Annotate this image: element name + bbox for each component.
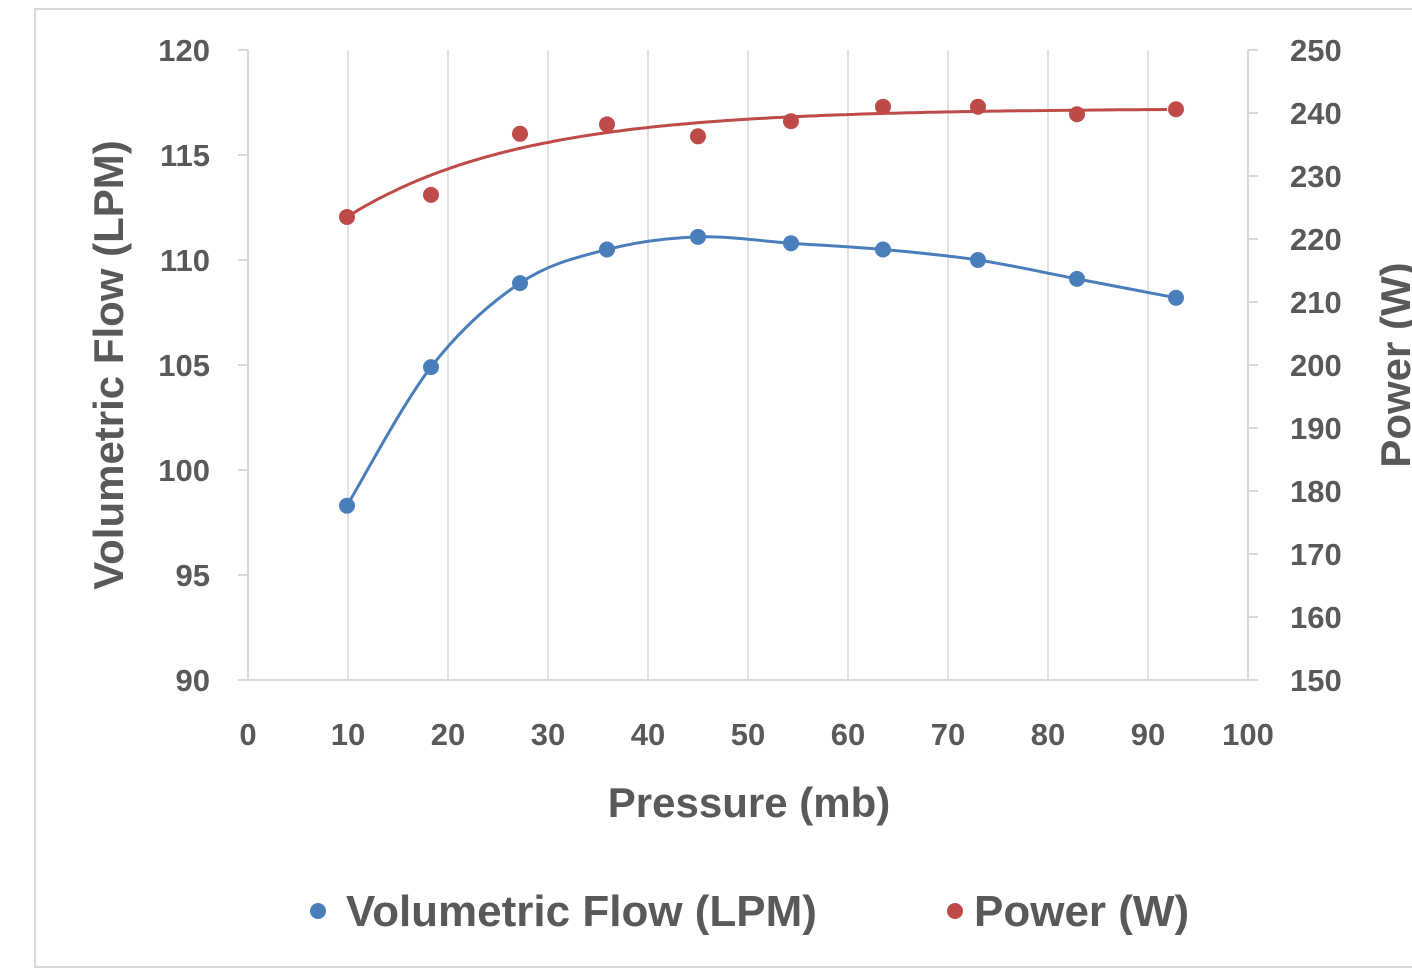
data-point-volumetric-flow-9 [1168,289,1184,306]
right-y-tick-label-180: 180 [1290,474,1342,509]
right-y-tick-label-190: 190 [1290,411,1342,446]
x-tick-label-70: 70 [931,717,965,752]
legend-marker-power [947,903,963,919]
right-y-tick-label-250: 250 [1290,33,1342,68]
left-y-tick-label-105: 105 [158,348,210,383]
x-tick-label-40: 40 [631,717,665,752]
right-y-tick-label-200: 200 [1290,348,1342,383]
data-point-power-4 [690,128,706,145]
x-axis-ticks: 0 10 20 30 40 50 60 70 80 90 100 [239,717,1273,752]
data-point-power-1 [423,186,439,203]
right-y-axis-title: Power (W) [1372,262,1412,467]
x-axis-title: Pressure (mb) [608,779,890,826]
left-y-tick-label-100: 100 [158,453,210,488]
left-y-tick-label-115: 115 [160,138,210,173]
right-y-tick-label-210: 210 [1290,285,1342,320]
data-point-power-7 [970,98,986,115]
data-point-power-8 [1069,106,1085,123]
x-tick-label-50: 50 [731,717,765,752]
data-point-power-0 [339,208,355,225]
x-tick-label-100: 100 [1222,717,1274,752]
left-y-tick-label-95: 95 [176,558,210,593]
data-point-volumetric-flow-0 [339,497,355,514]
data-point-power-3 [599,116,615,133]
data-point-power-2 [512,125,528,142]
data-point-power-6 [875,98,891,115]
x-tick-label-90: 90 [1131,717,1165,752]
right-y-axis-ticks: 150 160 170 180 190 200 210 220 230 240 250 [1248,33,1342,698]
left-y-axis-title: Volumetric Flow (LPM) [85,140,132,590]
left-y-tick-label-110: 110 [160,243,210,278]
x-tick-label-0: 0 [239,717,256,752]
data-point-volumetric-flow-7 [970,252,986,268]
data-points [339,98,1184,514]
data-point-volumetric-flow-1 [423,359,439,376]
x-tick-label-80: 80 [1031,717,1065,752]
data-point-volumetric-flow-6 [875,241,891,258]
data-point-volumetric-flow-4 [690,228,706,245]
left-y-tick-label-120: 120 [158,33,210,68]
x-tick-label-30: 30 [531,717,565,752]
legend-label-volumetric-flow: Volumetric Flow (LPM) [346,887,817,936]
trendline-volumetric-flow [345,235,1177,507]
legend-label-power: Power (W) [974,887,1189,936]
data-point-volumetric-flow-2 [512,275,528,292]
right-y-tick-label-150: 150 [1290,663,1342,698]
data-point-volumetric-flow-3 [599,241,615,258]
right-y-tick-label-170: 170 [1290,537,1342,572]
data-point-power-9 [1168,101,1184,118]
gridlines [347,50,1149,680]
x-tick-label-10: 10 [331,717,365,752]
chart-frame [34,8,1412,968]
left-y-tick-label-90: 90 [176,663,210,698]
x-tick-label-60: 60 [831,717,865,752]
x-tick-label-20: 20 [431,717,465,752]
right-y-tick-label-220: 220 [1290,222,1342,257]
data-point-volumetric-flow-5 [783,235,799,252]
right-y-tick-label-230: 230 [1290,159,1342,194]
legend: Volumetric Flow (LPM) Power (W) [310,887,1189,936]
data-point-power-5 [783,113,799,130]
legend-marker-volumetric-flow [310,903,326,919]
trendline-power [346,108,1168,219]
right-y-tick-label-160: 160 [1290,600,1342,635]
right-y-tick-label-240: 240 [1290,96,1342,131]
left-y-axis-ticks: 90 95 100 105 110 115 120 [158,33,248,698]
data-point-volumetric-flow-8 [1069,270,1085,287]
trendlines [345,108,1177,507]
